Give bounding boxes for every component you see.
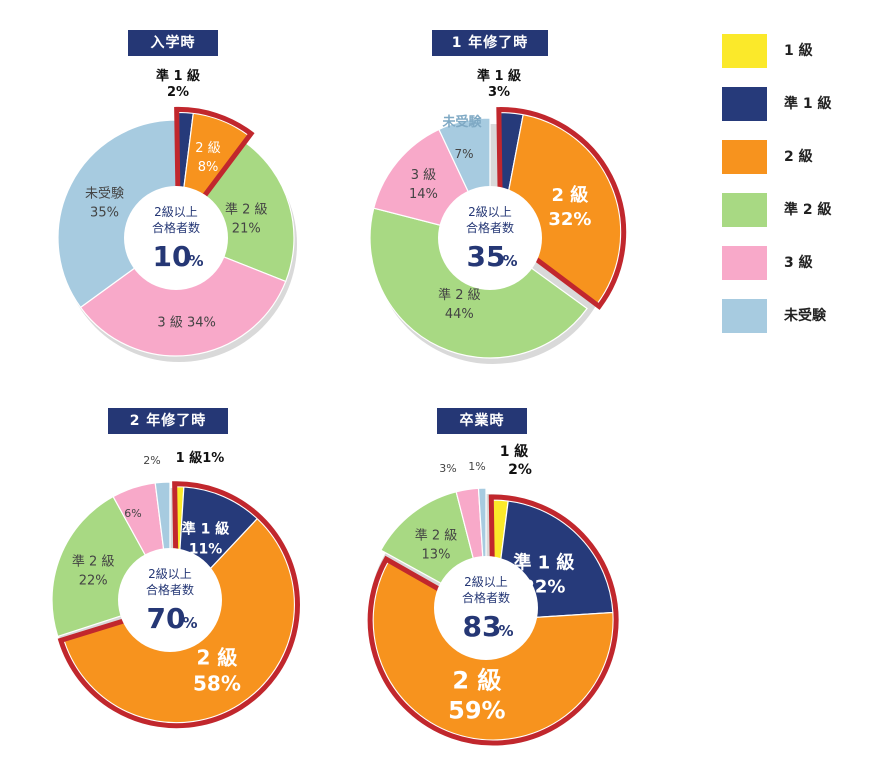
pie-label: 8% <box>198 160 219 175</box>
pie-label: 1% <box>468 460 485 473</box>
pie-label: 58% <box>193 671 241 695</box>
legend-label: 1 級 <box>784 43 813 59</box>
pie-label: 7% <box>454 147 473 161</box>
legend-swatch-mijuken <box>722 299 767 333</box>
pie-center <box>434 556 538 660</box>
legend-label: 3 級 <box>784 255 813 271</box>
center-value: 70 <box>147 602 186 635</box>
center-unit: % <box>498 622 513 640</box>
highlight-outline <box>57 481 300 729</box>
pie-label: 3% <box>439 462 456 475</box>
legend-label: 未受験 <box>784 308 826 324</box>
pie-slice <box>500 113 622 304</box>
center-label: 2級以上 <box>148 567 192 581</box>
pie-label: 3 級 34% <box>157 315 215 330</box>
center-label: 合格者数 <box>462 590 510 605</box>
pie-label: 3% <box>488 85 510 100</box>
pie-label: 準 1 級 <box>477 68 521 84</box>
legend-swatch-2kyu <box>722 140 767 174</box>
pie-label: 2 級 <box>195 141 220 156</box>
legend-item: 未受験 <box>722 299 872 333</box>
pie-label: 59% <box>448 697 505 725</box>
center-unit: % <box>502 252 517 270</box>
pie-label: 35% <box>90 206 119 221</box>
chart-title: 2 年修了時 <box>108 408 228 434</box>
legend-item: 準 2 級 <box>722 193 872 227</box>
legend-item: 3 級 <box>722 246 872 280</box>
chart-title: 入学時 <box>128 30 218 56</box>
pie-label: 未受験 <box>441 114 482 130</box>
pie-label: 準 1 級 <box>182 521 230 538</box>
highlight-outline <box>367 494 619 746</box>
legend: 1 級 準 1 級 2 級 準 2 級 3 級 未受験 <box>722 34 872 344</box>
pie-label: 2% <box>508 462 532 478</box>
pie-label: 3 級 <box>411 168 436 183</box>
pie-label: 2 級 <box>551 184 588 206</box>
pie-label: 2% <box>143 454 160 467</box>
pie-label: 準 2 級 <box>225 202 268 218</box>
pie-slice <box>57 119 177 309</box>
highlight-outline <box>174 106 255 238</box>
pie-slice <box>79 237 287 357</box>
chart-title: 卒業時 <box>437 408 527 434</box>
pie-label: 未受験 <box>85 187 124 202</box>
pie-label: 準 1 級 <box>156 68 200 84</box>
pie-label: 22% <box>79 574 108 589</box>
pie-center <box>438 186 542 290</box>
legend-item: 準 1 級 <box>722 87 872 121</box>
pie-label: 1 級 <box>500 443 529 460</box>
legend-swatch-1kyu <box>722 34 767 68</box>
center-value: 83 <box>463 610 502 643</box>
center-label: 2級以上 <box>154 205 198 219</box>
pie-label: 準 2 級 <box>415 528 458 544</box>
center-label: 合格者数 <box>466 220 514 235</box>
legend-item: 1 級 <box>722 34 872 68</box>
center-label: 合格者数 <box>152 220 200 235</box>
legend-label: 準 2 級 <box>784 202 832 218</box>
center-label: 2級以上 <box>468 205 512 219</box>
center-value: 10 <box>153 240 192 273</box>
legend-label: 2 級 <box>784 149 813 165</box>
legend-label: 準 1 級 <box>784 96 832 112</box>
chart-title: 1 年修了時 <box>432 30 548 56</box>
center-unit: % <box>188 252 203 270</box>
center-value: 35 <box>467 240 506 273</box>
center-unit: % <box>182 614 197 632</box>
pie-label: 13% <box>422 548 451 563</box>
legend-swatch-3kyu <box>722 246 767 280</box>
pie-label: 21% <box>232 222 261 237</box>
highlight-outline <box>496 107 627 310</box>
pie-label: 準 2 級 <box>438 287 481 303</box>
pie-label: 32% <box>548 209 591 230</box>
pie-label: 1 級1% <box>176 450 225 466</box>
pie-label: 準 1 級 <box>513 551 574 573</box>
pie-label: 2% <box>167 85 189 100</box>
center-label: 合格者数 <box>146 582 194 597</box>
center-label: 2級以上 <box>464 575 508 589</box>
legend-swatch-jun2kyu <box>722 193 767 227</box>
pie-label: 6% <box>124 507 141 520</box>
legend-swatch-jun1kyu <box>722 87 767 121</box>
legend-item: 2 級 <box>722 140 872 174</box>
pie-label: 44% <box>445 307 474 322</box>
pie-center <box>118 548 222 652</box>
pie-label: 14% <box>409 187 438 202</box>
pie-center <box>124 186 228 290</box>
pie-label: 準 2 級 <box>72 554 115 570</box>
pie-label: 2 級 <box>452 667 501 695</box>
pie-label: 22% <box>522 576 565 597</box>
pie-label: 11% <box>189 542 223 558</box>
pie-label: 2 級 <box>196 645 237 669</box>
